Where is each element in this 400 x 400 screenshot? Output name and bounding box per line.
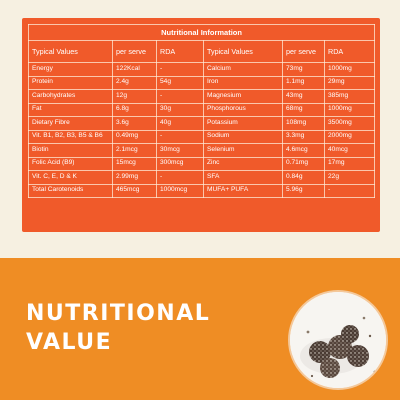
nutrient-name: Zinc [203,156,283,171]
rda-value: 40g [156,116,204,131]
per-serve-value: 465mcg [112,183,157,198]
nutrient-name: Phosphorous [203,102,283,117]
per-serve-value: 5.96g [282,183,325,198]
per-serve-value: 15mcg [112,156,157,171]
table-row: Energy 122Kcal - Calcium 73mg 1000mg [28,62,376,77]
rda-value: 1000mg [323,62,376,77]
nutrient-name: Fat [28,102,113,117]
rda-value: - [156,129,204,144]
nutrient-name: Magnesium [203,89,283,104]
per-serve-value: 0.71mg [282,156,325,171]
nutrient-name: MUFA+ PUFA [203,183,283,198]
table-body: Energy 122Kcal - Calcium 73mg 1000mg Protein 2.… [28,62,376,198]
nutrient-name: Vit. B1, B2, B3, B5 & B6 [28,129,113,144]
rda-value: 385mg [323,89,376,104]
per-serve-value: 4.6mcg [282,143,325,158]
nutrient-name: Protein [28,75,113,90]
rda-value: 3500mg [323,116,376,131]
headline: Nutritional Value [26,299,210,357]
header-typical-values: Typical Values [28,40,113,63]
nutrient-name: Selenium [203,143,283,158]
header-per-serve: per serve [112,40,157,63]
nutrition-table: Nutritional Information Typical Values p… [27,24,376,198]
nutrient-name: SFA [203,170,283,185]
nutrient-name: Dietary Fibre [28,116,113,131]
nutrient-name: Sodium [203,129,283,144]
energy-balls-photo [288,290,388,390]
per-serve-value: 1.1mg [282,75,325,90]
per-serve-value: 2.99mg [112,170,157,185]
table-title: Nutritional Information [27,24,376,41]
rda-value: 54g [156,75,204,90]
table-row: Protein 2.4g 54g Iron 1.1mg 29mg [28,75,376,90]
table-row: Vit. B1, B2, B3, B5 & B6 0.49mg - Sodium 3.3… [28,129,376,144]
energy-balls-illustration [290,292,386,388]
per-serve-value: 68mg [282,102,325,117]
rda-value: - [323,183,376,198]
per-serve-value: 0.84g [282,170,325,185]
nutrient-name: Iron [203,75,283,90]
header-typical-values: Typical Values [203,40,283,63]
table-row: Folic Acid (B9) 15mcg 300mcg Zinc 0.71mg 17mg [28,156,376,171]
rda-value: 40mcg [323,143,376,158]
rda-value: 2000mg [323,129,376,144]
header-per-serve: per serve [282,40,325,63]
nutrition-panel: Nutritional Information Typical Values p… [22,18,380,232]
per-serve-value: 2.1mcg [112,143,157,158]
table-row: Dietary Fibre 3.6g 40g Potassium 108mg 3500mg [28,116,376,131]
rda-value: 22g [323,170,376,185]
per-serve-value: 108mg [282,116,325,131]
rda-value: 29mg [323,75,376,90]
rda-value: 17mg [323,156,376,171]
table-header-row: Typical Values per serve RDA Typical Val… [28,40,376,63]
table-row: Vit. C, E, D & K 2.99mg - SFA 0.84g 22g [28,170,376,185]
per-serve-value: 6.8g [112,102,157,117]
table-row: Biotin 2.1mcg 30mcg Selenium 4.6mcg 40mcg [28,143,376,158]
table-row: Carbohydrates 12g - Magnesium 43mg 385mg [28,89,376,104]
rda-value: - [156,62,204,77]
per-serve-value: 122Kcal [112,62,157,77]
table-row: Fat 6.8g 30g Phosphorous 68mg 1000mg [28,102,376,117]
nutrient-name: Folic Acid (B9) [28,156,113,171]
rda-value: 30mcg [156,143,204,158]
per-serve-value: 2.4g [112,75,157,90]
cream-background: Nutritional Information Typical Values p… [22,18,380,232]
rda-value: - [156,170,204,185]
rda-value: - [156,89,204,104]
nutrient-name: Energy [28,62,113,77]
per-serve-value: 43mg [282,89,325,104]
per-serve-value: 12g [112,89,157,104]
nutrient-name: Potassium [203,116,283,131]
header-rda: RDA [156,40,204,63]
per-serve-value: 3.3mg [282,129,325,144]
rda-value: 1000mg [323,102,376,117]
rda-value: 1000mcg [156,183,204,198]
headline-line-1: Nutritional [26,301,211,326]
per-serve-value: 73mg [282,62,325,77]
rda-value: 30g [156,102,204,117]
headline-line-2: Value [26,330,113,355]
header-rda: RDA [323,40,376,63]
nutrient-name: Total Carotenoids [28,183,113,198]
per-serve-value: 3.6g [112,116,157,131]
nutrient-name: Calcium [203,62,283,77]
nutrient-name: Biotin [28,143,113,158]
per-serve-value: 0.49mg [112,129,157,144]
nutrient-name: Vit. C, E, D & K [28,170,113,185]
rda-value: 300mcg [156,156,204,171]
table-row: Total Carotenoids 465mcg 1000mcg MUFA+ PUFA… [28,183,376,198]
nutrient-name: Carbohydrates [28,89,113,104]
